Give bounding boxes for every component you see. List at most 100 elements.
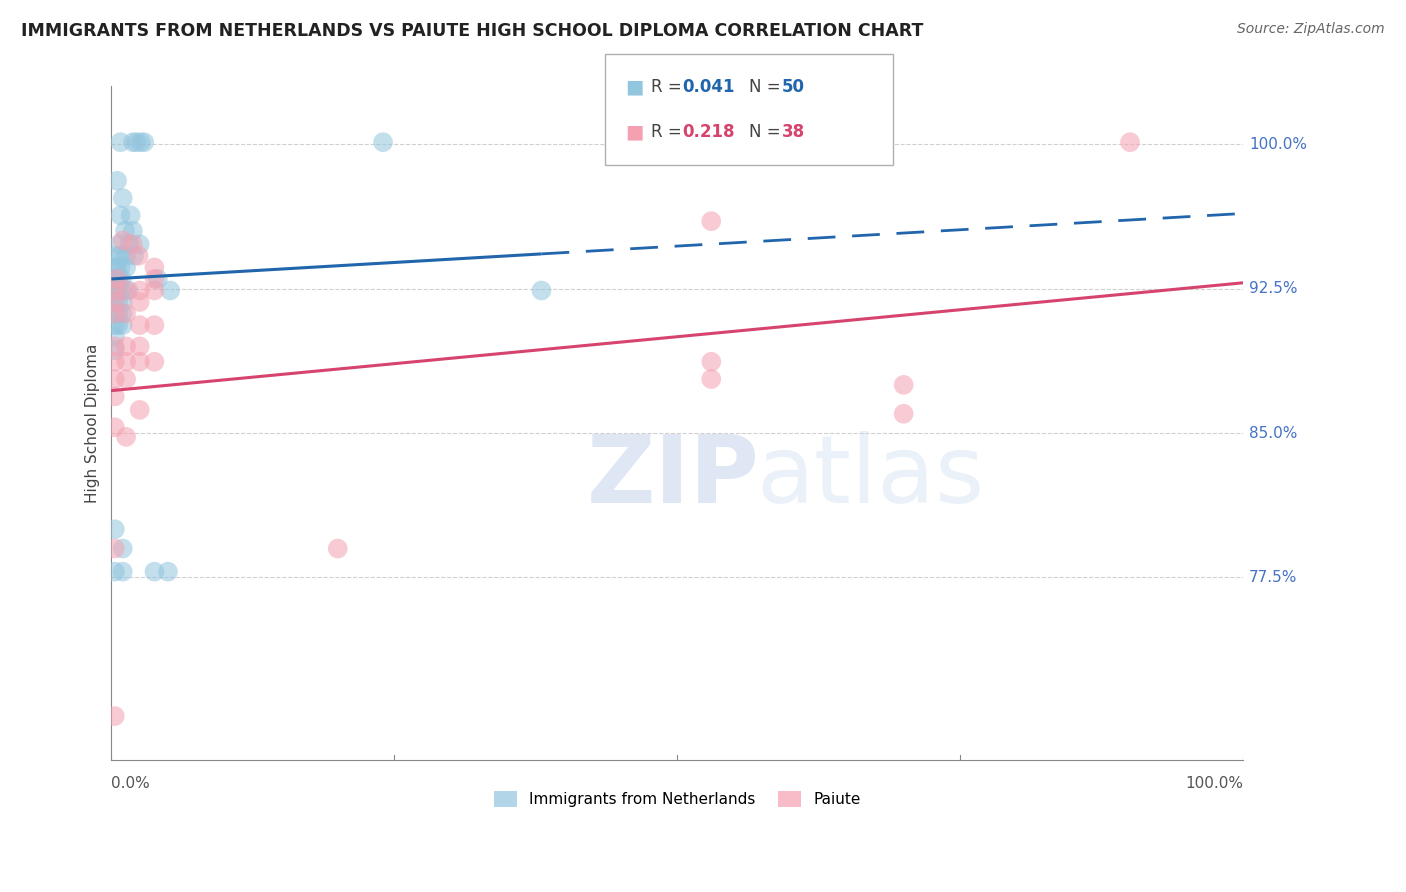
Legend: Immigrants from Netherlands, Paiute: Immigrants from Netherlands, Paiute <box>488 785 868 814</box>
Point <box>107 307 129 321</box>
Point <box>120 208 142 222</box>
Text: ■: ■ <box>626 78 644 96</box>
Point <box>143 260 166 275</box>
Point <box>115 372 138 386</box>
Text: 100.0%: 100.0% <box>1185 776 1243 791</box>
Point <box>104 318 127 333</box>
Y-axis label: High School Diploma: High School Diploma <box>86 343 100 503</box>
Point <box>143 284 166 298</box>
Text: 0.0%: 0.0% <box>111 776 150 791</box>
Point <box>111 541 134 556</box>
Point <box>146 272 169 286</box>
Text: 92.5%: 92.5% <box>1249 281 1298 296</box>
Point <box>107 295 129 310</box>
Point <box>115 355 138 369</box>
Point <box>104 541 127 556</box>
Point <box>122 237 145 252</box>
Text: 0.218: 0.218 <box>682 123 734 141</box>
Point <box>104 343 127 358</box>
Point <box>115 307 138 321</box>
Point <box>104 260 127 275</box>
Point <box>104 389 127 403</box>
Point <box>104 307 127 321</box>
Point <box>104 372 127 386</box>
Point <box>104 329 127 343</box>
Point <box>108 237 131 252</box>
Text: 77.5%: 77.5% <box>1249 570 1298 585</box>
Text: 0.041: 0.041 <box>682 78 734 95</box>
Point <box>110 249 132 263</box>
Point <box>117 284 139 298</box>
Point <box>111 295 134 310</box>
Point <box>111 307 134 321</box>
Point <box>104 709 127 723</box>
Point <box>893 407 915 421</box>
Text: 85.0%: 85.0% <box>1249 425 1298 441</box>
Point <box>326 541 349 556</box>
Point <box>107 272 129 286</box>
Point <box>115 339 138 353</box>
Point <box>104 307 127 321</box>
Point <box>110 284 132 298</box>
Text: Source: ZipAtlas.com: Source: ZipAtlas.com <box>1237 22 1385 37</box>
Point <box>530 284 553 298</box>
Point <box>122 249 145 263</box>
Text: ■: ■ <box>626 122 644 141</box>
Text: R =: R = <box>651 78 688 95</box>
Point <box>128 318 150 333</box>
Point <box>104 565 127 579</box>
Text: 100.0%: 100.0% <box>1249 136 1306 152</box>
Point <box>110 260 132 275</box>
Point <box>128 284 150 298</box>
Point <box>115 284 138 298</box>
Point <box>143 355 166 369</box>
Point <box>122 224 145 238</box>
Point <box>128 237 150 252</box>
Point <box>104 522 127 536</box>
Point <box>156 565 179 579</box>
Point <box>105 272 128 286</box>
Text: N =: N = <box>749 78 786 95</box>
Point <box>115 430 138 444</box>
Point <box>111 191 134 205</box>
Text: ZIP: ZIP <box>586 432 759 524</box>
Point <box>114 224 136 238</box>
Point <box>118 237 141 252</box>
Text: N =: N = <box>749 123 786 141</box>
Point <box>143 318 166 333</box>
Point <box>122 135 145 149</box>
Point <box>128 403 150 417</box>
Point <box>104 339 127 353</box>
Point <box>129 135 152 149</box>
Point <box>104 295 127 310</box>
Point <box>115 249 138 263</box>
Point <box>104 284 127 298</box>
Point <box>110 135 132 149</box>
Point <box>115 260 138 275</box>
Point <box>700 355 723 369</box>
Point <box>128 339 150 353</box>
Point <box>104 272 127 286</box>
Point <box>111 318 134 333</box>
Point <box>107 284 129 298</box>
Point <box>134 135 156 149</box>
Point <box>1119 135 1142 149</box>
Text: IMMIGRANTS FROM NETHERLANDS VS PAIUTE HIGH SCHOOL DIPLOMA CORRELATION CHART: IMMIGRANTS FROM NETHERLANDS VS PAIUTE HI… <box>21 22 924 40</box>
Point <box>128 295 150 310</box>
Text: 50: 50 <box>782 78 804 95</box>
Point <box>125 135 148 149</box>
Point <box>104 249 127 263</box>
Text: atlas: atlas <box>756 432 984 524</box>
Point <box>105 174 128 188</box>
Point <box>104 295 127 310</box>
Point <box>104 355 127 369</box>
Point <box>104 272 127 286</box>
Point <box>159 284 181 298</box>
Point <box>128 355 150 369</box>
Point <box>104 284 127 298</box>
Point <box>107 318 129 333</box>
Point <box>110 272 132 286</box>
Text: R =: R = <box>651 123 688 141</box>
Point <box>143 565 166 579</box>
Point <box>143 272 166 286</box>
